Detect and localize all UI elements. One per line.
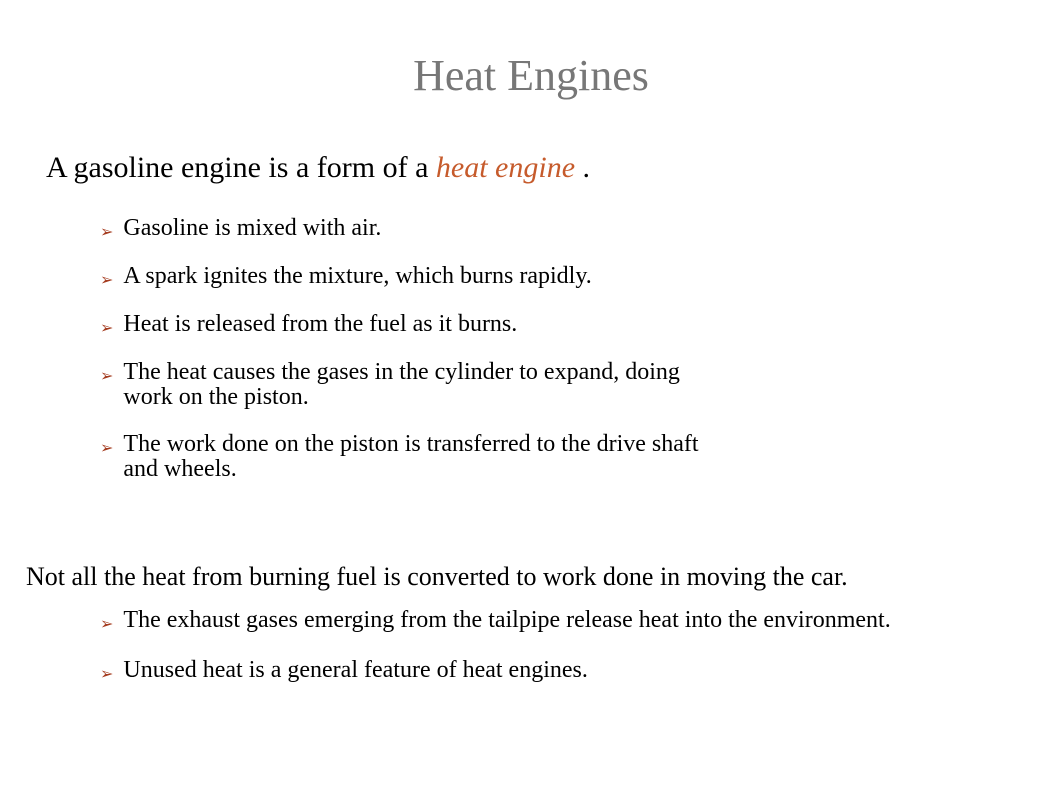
list-item: ➢ Unused heat is a general feature of he… xyxy=(100,658,1020,684)
arrow-icon: ➢ xyxy=(100,366,113,386)
list-item-text: Heat is released from the fuel as it bur… xyxy=(123,312,517,337)
main-bullet-after: . xyxy=(575,151,590,184)
slide-title: Heat Engines xyxy=(20,50,1042,101)
list-item: ➢ The heat causes the gases in the cylin… xyxy=(100,360,700,410)
list-item-text: Unused heat is a general feature of heat… xyxy=(123,658,587,683)
arrow-icon: ➢ xyxy=(100,270,113,290)
slide: Heat Engines A gasoline engine is a form… xyxy=(0,0,1062,797)
list-item: ➢ The exhaust gases emerging from the ta… xyxy=(100,608,1020,634)
list-item-text: A spark ignites the mixture, which burns… xyxy=(123,264,591,289)
list-item-text: The exhaust gases emerging from the tail… xyxy=(123,608,890,633)
main-bullet: A gasoline engine is a form of a heat en… xyxy=(30,151,680,186)
list-item: ➢ A spark ignites the mixture, which bur… xyxy=(100,264,700,290)
arrow-icon: ➢ xyxy=(100,222,113,242)
section-2-lead: Not all the heat from burning fuel is co… xyxy=(26,562,1042,592)
main-bullet-emphasis: heat engine xyxy=(436,151,575,184)
list-item: ➢ Heat is released from the fuel as it b… xyxy=(100,312,700,338)
sub-list-2: ➢ The exhaust gases emerging from the ta… xyxy=(100,608,1020,684)
main-bullet-text: A gasoline engine is a form of a heat en… xyxy=(46,151,590,186)
list-item-text: Gasoline is mixed with air. xyxy=(123,216,381,241)
main-bullet-before: A gasoline engine is a form of a xyxy=(46,151,436,184)
sub-list-1: ➢ Gasoline is mixed with air. ➢ A spark … xyxy=(100,216,700,483)
section-2: Not all the heat from burning fuel is co… xyxy=(20,562,1042,684)
arrow-icon: ➢ xyxy=(100,318,113,338)
list-item: ➢ Gasoline is mixed with air. xyxy=(100,216,700,242)
arrow-icon: ➢ xyxy=(100,664,113,684)
arrow-icon: ➢ xyxy=(100,438,113,458)
list-item: ➢ The work done on the piston is transfe… xyxy=(100,432,700,482)
list-item-text: The work done on the piston is transferr… xyxy=(123,432,700,482)
list-item-text: The heat causes the gases in the cylinde… xyxy=(123,360,700,410)
arrow-icon: ➢ xyxy=(100,614,113,634)
